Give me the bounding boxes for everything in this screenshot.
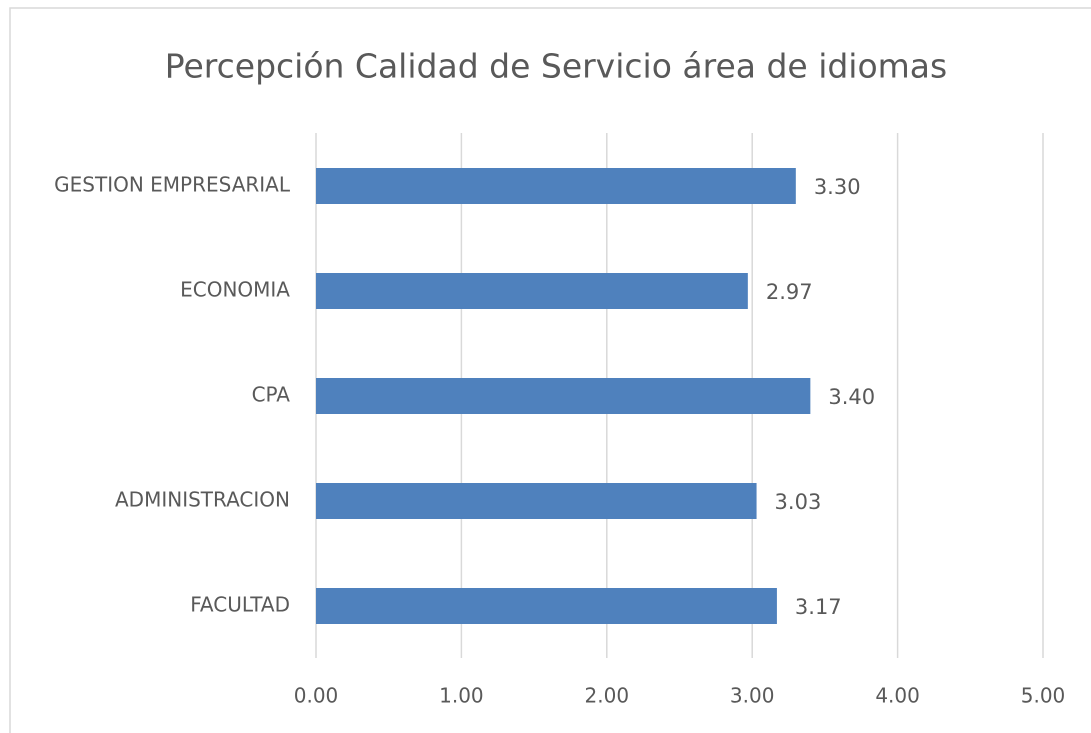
- y-tick-label: FACULTAD: [190, 593, 290, 617]
- chart-title: Percepción Calidad de Servicio área de i…: [165, 47, 947, 86]
- chart-border: [9, 7, 1091, 733]
- value-label: 2.97: [766, 280, 813, 304]
- bar: [316, 378, 811, 414]
- y-tick-label: CPA: [252, 383, 291, 407]
- value-label: 3.03: [775, 490, 822, 514]
- x-tick-label: 3.00: [730, 684, 775, 708]
- bar: [316, 483, 757, 519]
- x-tick-label: 4.00: [875, 684, 920, 708]
- bar: [316, 588, 777, 624]
- bar: [316, 273, 748, 309]
- y-tick-label: ECONOMIA: [180, 278, 290, 302]
- bar: [316, 168, 796, 204]
- x-tick-label: 5.00: [1021, 684, 1066, 708]
- y-tick-label: ADMINISTRACION: [115, 488, 290, 512]
- x-tick-label: 1.00: [439, 684, 484, 708]
- value-label: 3.40: [828, 385, 875, 409]
- value-label: 3.17: [795, 595, 842, 619]
- x-tick-label: 0.00: [294, 684, 339, 708]
- y-tick-label: GESTION EMPRESARIAL: [54, 173, 291, 197]
- value-label: 3.30: [814, 175, 861, 199]
- x-tick-label: 2.00: [585, 684, 630, 708]
